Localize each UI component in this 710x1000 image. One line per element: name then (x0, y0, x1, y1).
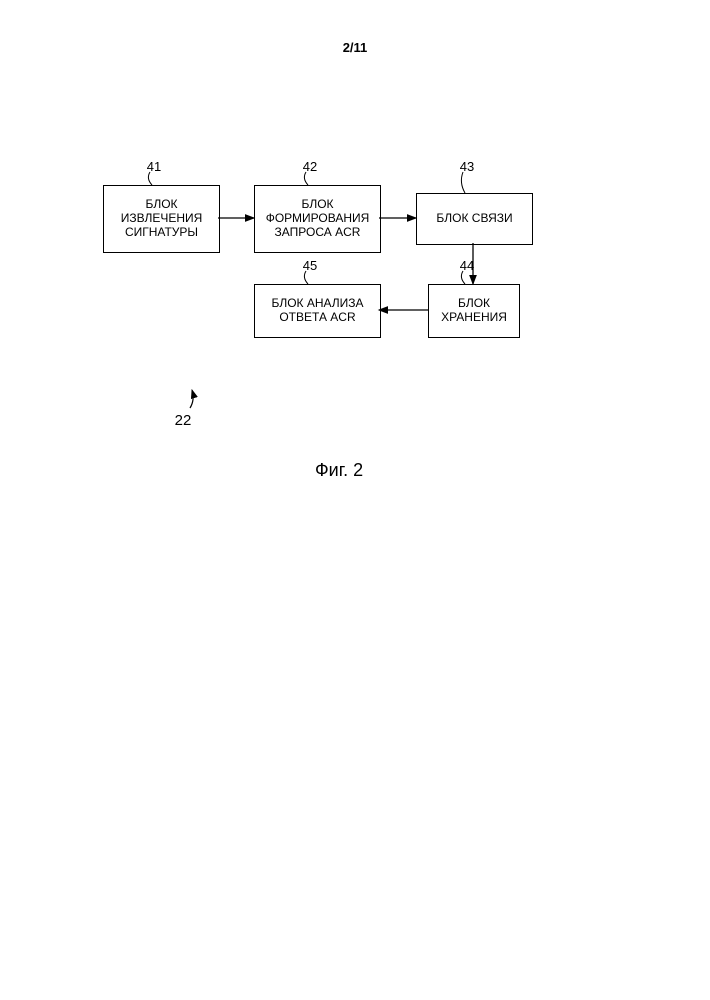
node-41-signature-extraction: БЛОК ИЗВЛЕЧЕНИЯ СИГНАТУРЫ (103, 185, 220, 253)
label-43: 43 (455, 159, 479, 174)
node-42-text: БЛОК ФОРМИРОВАНИЯ ЗАПРОСА ACR (266, 198, 370, 239)
node-44-storage: БЛОК ХРАНЕНИЯ (428, 284, 520, 338)
label-42: 42 (298, 159, 322, 174)
connections-overlay (0, 0, 710, 1000)
node-45-text: БЛОК АНАЛИЗА ОТВЕТА ACR (271, 297, 363, 325)
page-number: 2/11 (0, 40, 710, 55)
label-45: 45 (298, 258, 322, 273)
ref-label-22: 22 (168, 412, 198, 429)
figure-caption: Фиг. 2 (315, 460, 363, 481)
label-41: 41 (142, 159, 166, 174)
page: 2/11 БЛОК ИЗВЛЕЧЕНИЯ СИГНАТУРЫ БЛОК ФОРМ… (0, 0, 710, 1000)
node-42-acr-request-formation: БЛОК ФОРМИРОВАНИЯ ЗАПРОСА ACR (254, 185, 381, 253)
node-43-communication: БЛОК СВЯЗИ (416, 193, 533, 245)
node-41-text: БЛОК ИЗВЛЕЧЕНИЯ СИГНАТУРЫ (121, 198, 203, 239)
node-44-text: БЛОК ХРАНЕНИЯ (441, 297, 507, 325)
node-45-acr-response-analysis: БЛОК АНАЛИЗА ОТВЕТА ACR (254, 284, 381, 338)
node-43-text: БЛОК СВЯЗИ (436, 212, 512, 226)
label-44: 44 (455, 258, 479, 273)
